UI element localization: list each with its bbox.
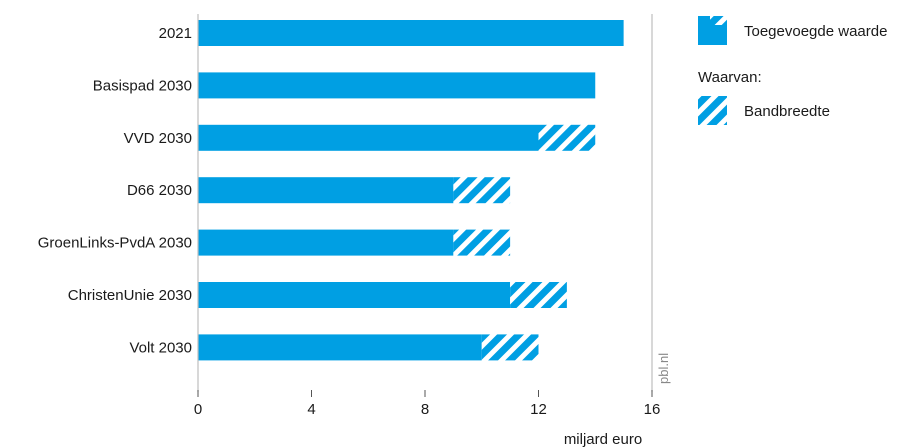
x-axis-label: miljard euro — [564, 431, 642, 448]
credit-label: pbl.nl — [656, 353, 671, 384]
legend: Toegevoegde waarde Waarvan: Bandbreedte — [698, 16, 887, 125]
category-label-volt-2030: Volt 2030 — [129, 339, 192, 356]
category-label-d66-2030: D66 2030 — [127, 182, 192, 199]
bar-toegevoegde-waarde-christenunie-2030 — [198, 282, 511, 308]
category-label-christenunie-2030: ChristenUnie 2030 — [68, 287, 192, 304]
bar-bandbreedte-christenunie-2030 — [510, 282, 567, 308]
x-tick-label-0: 0 — [194, 401, 202, 418]
tick-labels: 0 4 8 12 16 — [194, 401, 661, 418]
legend-swatch-bandbreedte — [698, 96, 727, 125]
bar-toegevoegde-waarde-groenlinks-pvda-2030 — [198, 229, 454, 256]
bar-bandbreedte-groenlinks-pvda-2030 — [453, 229, 511, 256]
category-label-basispad-2030: Basispad 2030 — [93, 77, 192, 94]
x-tick-label-12: 12 — [530, 401, 547, 418]
legend-label-toegevoegde-waarde: Toegevoegde waarde — [744, 23, 887, 40]
bar-toegevoegde-waarde-2021 — [198, 20, 624, 46]
bar-toegevoegde-waarde-basispad-2030 — [198, 72, 596, 99]
legend-subheading: Waarvan: — [698, 69, 762, 86]
bar-toegevoegde-waarde-d66-2030 — [198, 177, 454, 204]
category-labels: 2021 Basispad 2030 VVD 2030 D66 2030 GroenLi… — [38, 25, 192, 356]
legend-label-bandbreedte: Bandbreedte — [744, 103, 830, 120]
bar-toegevoegde-waarde-vvd-2030 — [198, 124, 539, 151]
legend-swatch-corner-hatch — [710, 16, 727, 25]
category-label-2021: 2021 — [159, 25, 192, 42]
bar-toegevoegde-waarde-volt-2030 — [198, 334, 482, 361]
x-tick-label-4: 4 — [307, 401, 315, 418]
category-label-vvd-2030: VVD 2030 — [124, 130, 192, 147]
bar-bandbreedte-volt-2030 — [481, 334, 539, 361]
x-tick-label-16: 16 — [644, 401, 661, 418]
axes-group — [197, 14, 653, 397]
category-label-groenlinks-pvda-2030: GroenLinks-PvdA 2030 — [38, 235, 192, 252]
bars-group — [198, 20, 624, 361]
bar-bandbreedte-d66-2030 — [453, 177, 511, 204]
bar-bandbreedte-vvd-2030 — [538, 124, 596, 151]
x-tick-label-8: 8 — [421, 401, 429, 418]
